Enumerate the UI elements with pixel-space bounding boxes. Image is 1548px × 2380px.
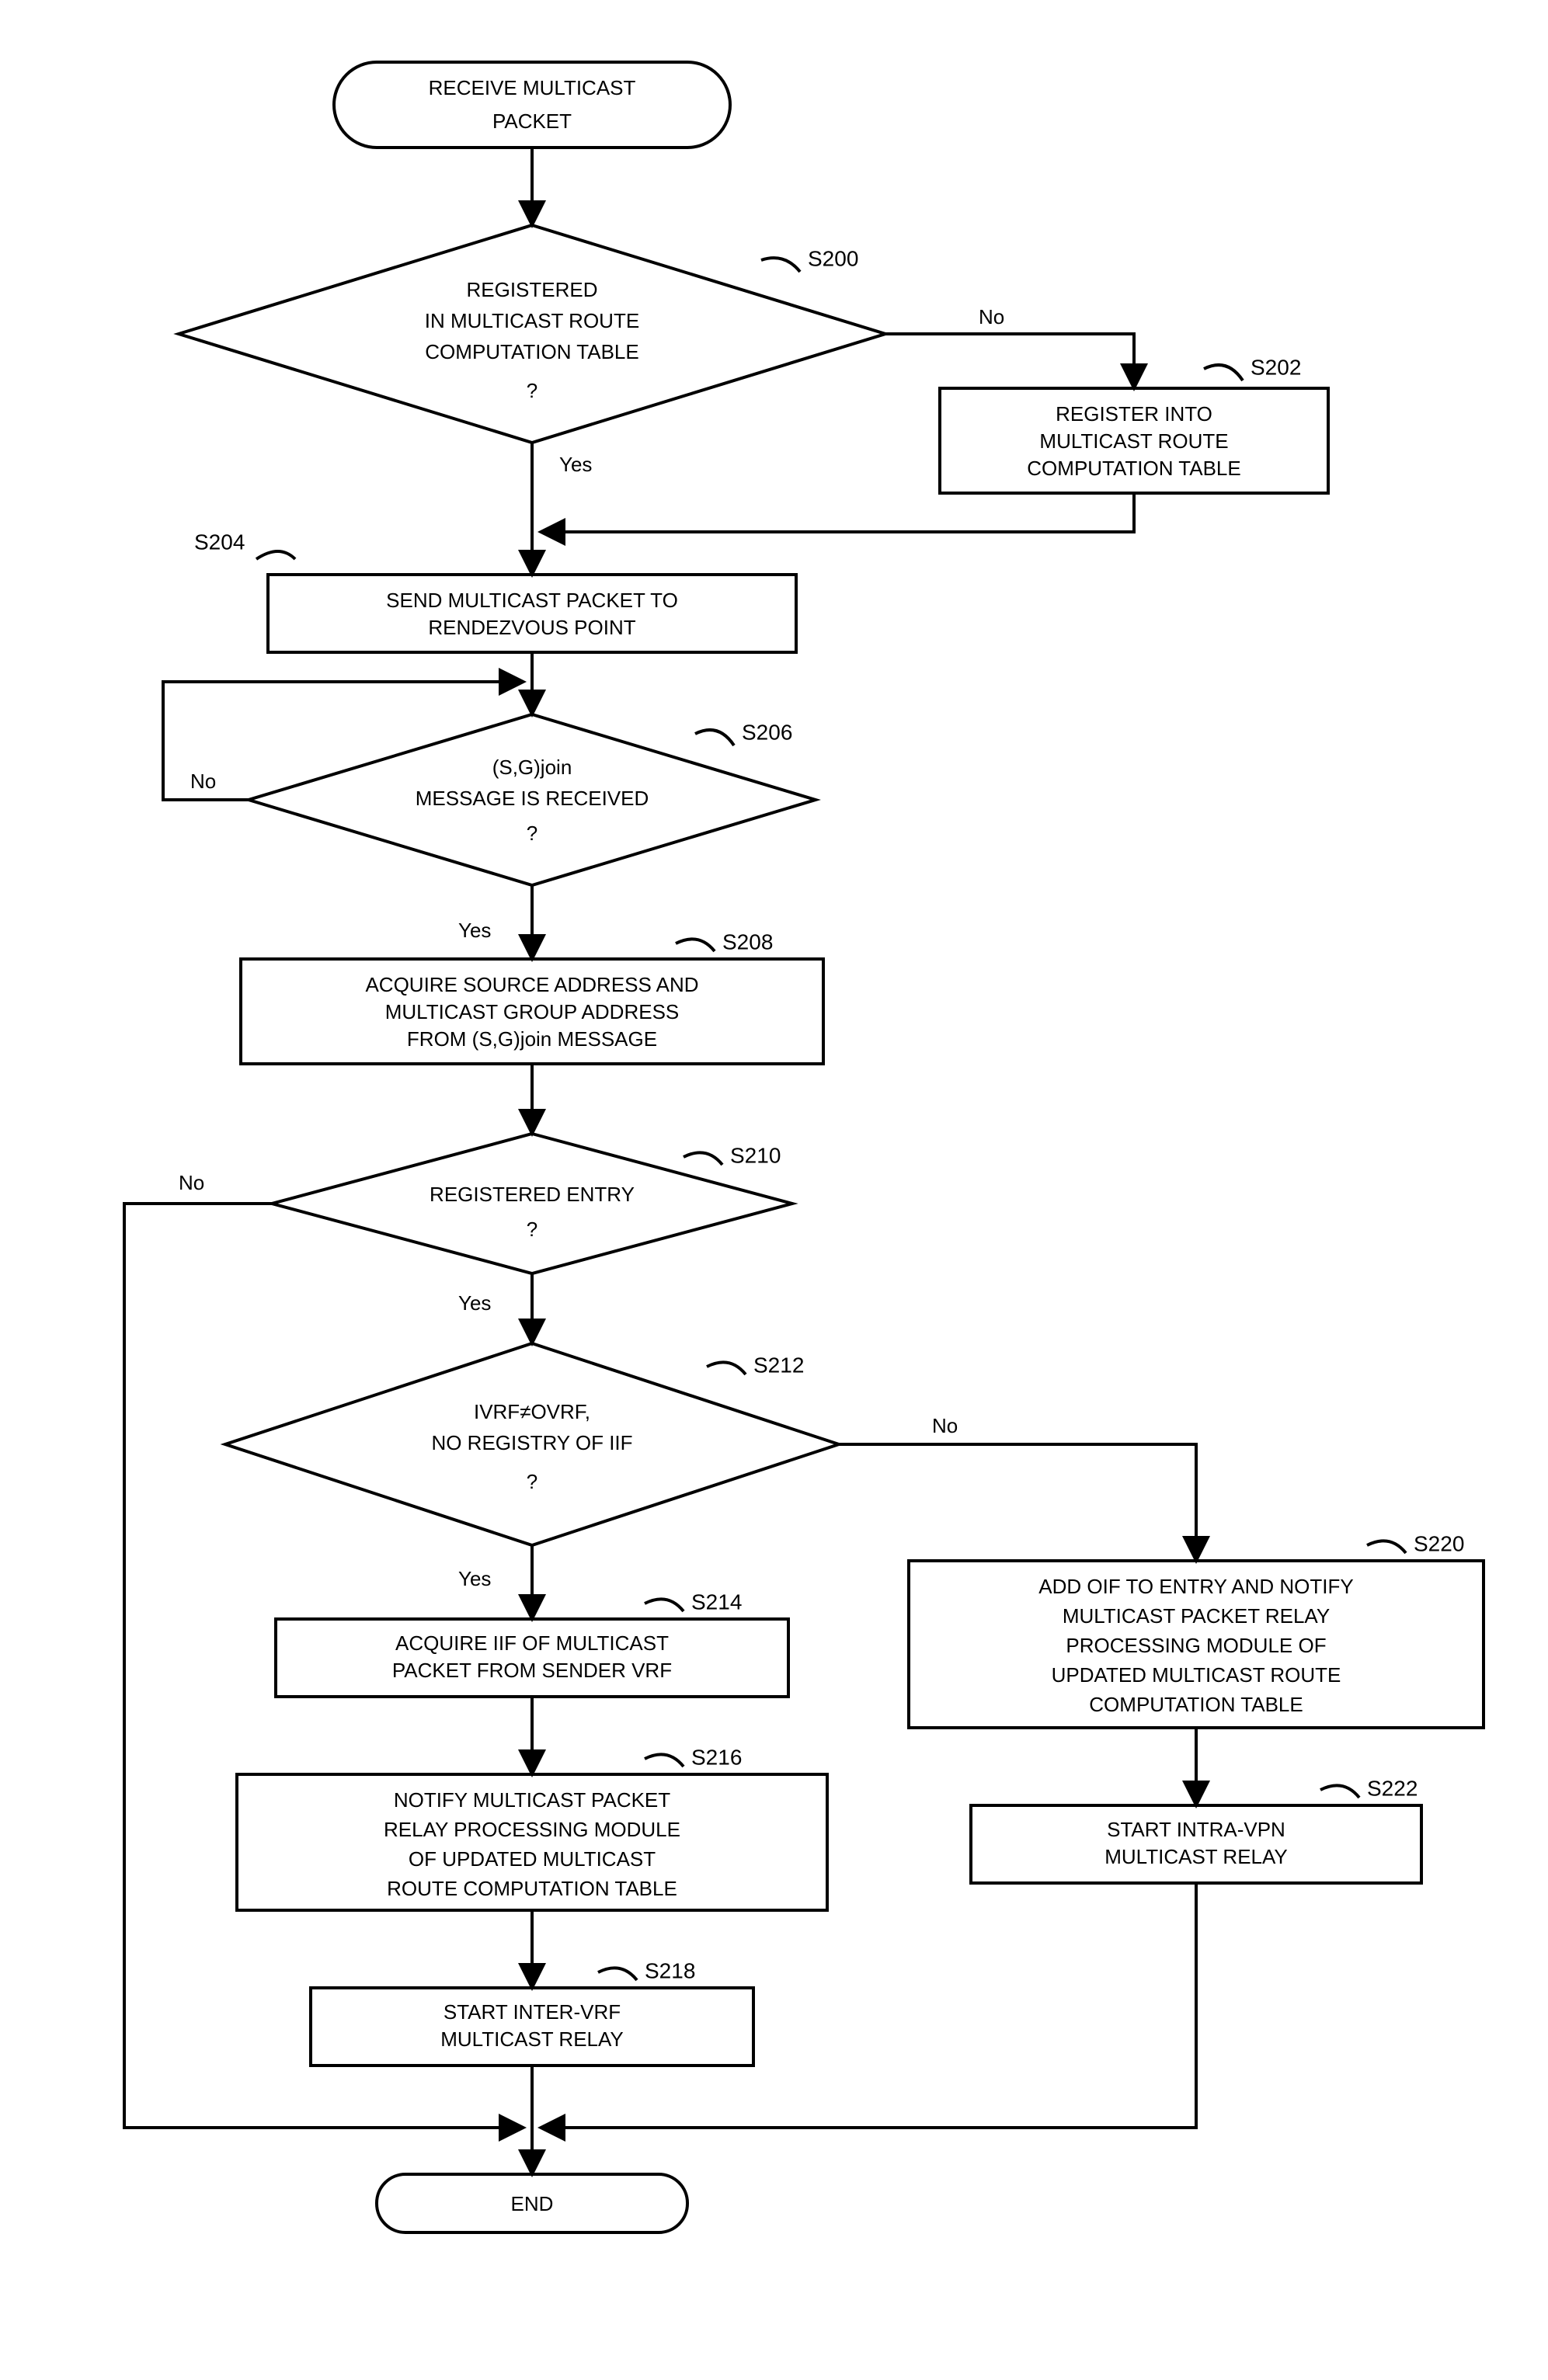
s204-id: S204 xyxy=(194,530,245,554)
flowchart-canvas: RECEIVE MULTICAST PACKET REGISTERED IN M… xyxy=(0,0,1548,2380)
s202-line-1: MULTICAST ROUTE xyxy=(1039,429,1228,453)
s212-line-0: IVRF≠OVRF, xyxy=(474,1400,590,1423)
s214-line-1: PACKET FROM SENDER VRF xyxy=(392,1659,672,1682)
s214-line-0: ACQUIRE IIF OF MULTICAST xyxy=(395,1631,669,1655)
edge-s202-merge xyxy=(542,493,1134,532)
s206-line-2: ? xyxy=(527,822,537,845)
s206-node: (S,G)join MESSAGE IS RECEIVED ? S206 xyxy=(249,714,816,885)
s216-line-3: ROUTE COMPUTATION TABLE xyxy=(387,1877,677,1900)
s200-no-label: No xyxy=(979,305,1004,328)
s208-line-1: MULTICAST GROUP ADDRESS xyxy=(385,1000,680,1023)
end-line-0: END xyxy=(511,2192,554,2215)
s202-id: S202 xyxy=(1251,355,1301,379)
s200-line-2: COMPUTATION TABLE xyxy=(425,340,638,363)
s212-id: S212 xyxy=(753,1353,804,1377)
s204-line-1: RENDEZVOUS POINT xyxy=(428,616,635,639)
s212-line-2: ? xyxy=(527,1470,537,1493)
s218-id: S218 xyxy=(645,1958,695,1982)
s220-line-3: UPDATED MULTICAST ROUTE xyxy=(1052,1663,1341,1687)
s200-line-1: IN MULTICAST ROUTE xyxy=(425,309,639,332)
s220-line-0: ADD OIF TO ENTRY AND NOTIFY xyxy=(1038,1575,1353,1598)
s208-line-0: ACQUIRE SOURCE ADDRESS AND xyxy=(365,973,698,996)
s202-line-0: REGISTER INTO xyxy=(1056,402,1212,426)
start-node: RECEIVE MULTICAST PACKET xyxy=(334,62,730,148)
edge-s222-end xyxy=(542,1883,1196,2128)
s200-yes-label: Yes xyxy=(559,453,592,476)
s208-id: S208 xyxy=(722,929,773,954)
end-node: END xyxy=(377,2174,687,2232)
s212-no-label: No xyxy=(932,1414,958,1437)
s204-line-0: SEND MULTICAST PACKET TO xyxy=(386,589,678,612)
s216-id: S216 xyxy=(691,1745,742,1769)
s210-line-0: REGISTERED ENTRY xyxy=(430,1183,635,1206)
s216-line-1: RELAY PROCESSING MODULE xyxy=(384,1818,680,1841)
start-line-1: PACKET xyxy=(492,109,572,133)
s206-line-0: (S,G)join xyxy=(492,756,572,779)
s216-line-0: NOTIFY MULTICAST PACKET xyxy=(394,1788,670,1812)
s220-id: S220 xyxy=(1414,1531,1464,1555)
s206-yes-label: Yes xyxy=(458,919,491,942)
s220-line-1: MULTICAST PACKET RELAY xyxy=(1063,1604,1330,1628)
s206-no-label: No xyxy=(190,770,216,793)
s200-line-3: ? xyxy=(527,379,537,402)
s220-node: ADD OIF TO ENTRY AND NOTIFY MULTICAST PA… xyxy=(909,1531,1484,1728)
s210-node: REGISTERED ENTRY ? S210 xyxy=(272,1134,792,1273)
s212-line-1: NO REGISTRY OF IIF xyxy=(431,1431,632,1454)
s210-line-1: ? xyxy=(527,1218,537,1241)
s202-line-2: COMPUTATION TABLE xyxy=(1027,457,1240,480)
s206-id: S206 xyxy=(742,720,792,744)
s200-line-0: REGISTERED xyxy=(466,278,597,301)
s210-no-label: No xyxy=(179,1171,204,1194)
s214-id: S214 xyxy=(691,1590,742,1614)
s218-line-1: MULTICAST RELAY xyxy=(440,2027,624,2051)
edge-s200-s202 xyxy=(885,334,1134,387)
s216-line-2: OF UPDATED MULTICAST xyxy=(409,1847,656,1871)
s210-yes-label: Yes xyxy=(458,1291,491,1315)
s222-id: S222 xyxy=(1367,1776,1418,1800)
s200-node: REGISTERED IN MULTICAST ROUTE COMPUTATIO… xyxy=(179,225,885,443)
s206-line-1: MESSAGE IS RECEIVED xyxy=(416,787,649,810)
s200-id: S200 xyxy=(808,246,858,270)
s222-line-0: START INTRA-VPN xyxy=(1107,1818,1285,1841)
edge-s212-s220 xyxy=(839,1444,1196,1559)
s218-line-0: START INTER-VRF xyxy=(444,2000,621,2024)
s220-line-4: COMPUTATION TABLE xyxy=(1089,1693,1303,1716)
s212-node: IVRF≠OVRF, NO REGISTRY OF IIF ? S212 xyxy=(225,1343,839,1545)
s222-line-1: MULTICAST RELAY xyxy=(1104,1845,1288,1868)
edge-s206-loop xyxy=(163,682,522,800)
s212-yes-label: Yes xyxy=(458,1567,491,1590)
s208-line-2: FROM (S,G)join MESSAGE xyxy=(407,1027,657,1051)
s220-line-2: PROCESSING MODULE OF xyxy=(1066,1634,1326,1657)
s204-node: SEND MULTICAST PACKET TO RENDEZVOUS POIN… xyxy=(194,530,796,652)
start-line-0: RECEIVE MULTICAST xyxy=(429,76,636,99)
s210-id: S210 xyxy=(730,1143,781,1167)
